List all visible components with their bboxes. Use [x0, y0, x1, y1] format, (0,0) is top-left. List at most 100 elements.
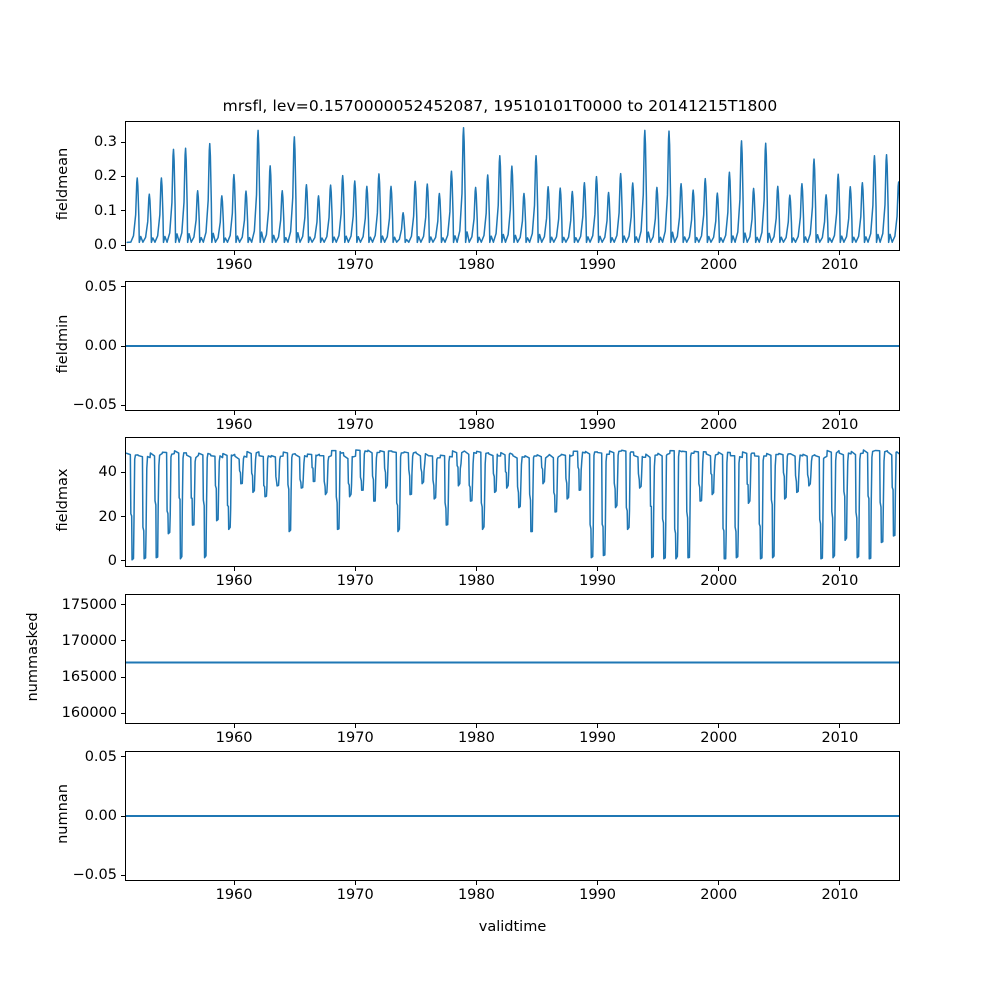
y-tick-mark [121, 244, 125, 246]
y-axis-label-nummasked: nummasked [25, 612, 41, 702]
y-tick-mark [121, 210, 125, 212]
x-tick-label: 1960 [215, 573, 253, 589]
y-tick-label: −0.05 [72, 397, 117, 414]
y-tick-label: 160000 [61, 705, 117, 722]
axes-frame-fieldmax [125, 437, 900, 567]
x-tick-mark [839, 881, 841, 885]
y-tick-label: 20 [98, 508, 117, 525]
x-tick-mark [839, 724, 841, 728]
x-tick-mark [839, 411, 841, 415]
x-tick-label: 1960 [215, 257, 253, 273]
x-tick-label: 1960 [215, 730, 253, 746]
x-tick-label: 2000 [700, 417, 738, 433]
x-tick-mark [475, 251, 477, 255]
y-tick-label: 0.00 [84, 338, 117, 354]
axes-frame-fieldmean [125, 121, 900, 251]
y-tick-mark [121, 404, 125, 406]
axes-frame-numnan [125, 751, 900, 881]
y-tick-label: 0.00 [84, 808, 117, 824]
x-tick-mark [718, 567, 720, 571]
x-tick-label: 1970 [336, 730, 374, 746]
y-tick-mark [121, 676, 125, 678]
x-tick-label: 1990 [579, 730, 616, 746]
axes-frame-nummasked [125, 594, 900, 724]
x-tick-label: 1990 [579, 417, 616, 433]
plot-line-fieldmean [126, 122, 899, 250]
x-tick-mark [597, 724, 599, 728]
x-tick-mark [839, 251, 841, 255]
x-tick-mark [354, 411, 356, 415]
y-axis-label-numnan: numnan [55, 784, 71, 844]
x-tick-mark [718, 411, 720, 415]
x-tick-mark [718, 724, 720, 728]
plot-line-nummasked [126, 595, 899, 723]
subplot-numnan: −0.05 0.00 0.05 1960 1970 1980 1990 2000 2010 num… [55, 749, 900, 903]
x-tick-mark [597, 251, 599, 255]
y-tick-mark [121, 286, 125, 288]
y-tick-label: 0.1 [93, 202, 117, 219]
axes-frame-fieldmin [125, 281, 900, 411]
x-tick-mark [475, 567, 477, 571]
x-tick-label: 2010 [821, 730, 859, 746]
x-tick-label: 1970 [336, 573, 374, 589]
x-tick-label: 1960 [215, 417, 253, 433]
x-tick-mark [718, 251, 720, 255]
x-tick-mark [597, 411, 599, 415]
y-tick-label: 0 [107, 552, 117, 569]
y-axis-label-fieldmax: fieldmax [55, 468, 71, 532]
y-tick-mark [121, 560, 125, 562]
x-tick-label: 2010 [821, 887, 859, 903]
y-tick-label: 175000 [61, 596, 117, 613]
x-tick-label: 2010 [821, 573, 859, 589]
x-tick-label: 1990 [579, 257, 616, 273]
x-tick-mark [718, 881, 720, 885]
x-tick-mark [597, 881, 599, 885]
x-tick-label: 1980 [457, 257, 495, 273]
y-tick-mark [121, 815, 125, 817]
subplot-fieldmin: −0.05 0.00 0.05 1960 1970 1980 1990 2000 2010 fie… [55, 279, 900, 433]
x-tick-label: 1980 [457, 573, 495, 589]
figure-title: mrsfl, lev=0.1570000052452087, 19510101T… [222, 97, 778, 115]
x-tick-label: 1980 [457, 417, 495, 433]
x-tick-label: 2010 [821, 417, 859, 433]
x-tick-mark [233, 251, 235, 255]
subplot-nummasked: 160000 165000 170000 175000 1960 1970 1980 1990… [25, 594, 900, 746]
x-tick-mark [233, 411, 235, 415]
x-tick-label: 1980 [457, 730, 495, 746]
plot-line-fieldmin [126, 282, 899, 410]
x-tick-label: 1960 [215, 887, 253, 903]
x-tick-mark [354, 251, 356, 255]
x-tick-mark [233, 724, 235, 728]
x-tick-mark [354, 724, 356, 728]
y-tick-label: 0.2 [93, 168, 117, 185]
x-tick-label: 1970 [336, 417, 374, 433]
x-tick-label: 2000 [700, 887, 738, 903]
y-tick-label: 0.05 [84, 278, 117, 295]
x-tick-mark [475, 411, 477, 415]
y-tick-label: −0.05 [72, 867, 117, 884]
y-tick-label: 170000 [61, 632, 117, 649]
y-tick-label: 0.3 [93, 134, 117, 151]
y-tick-mark [121, 874, 125, 876]
y-axis-label-fieldmin: fieldmin [55, 314, 71, 374]
y-tick-mark [121, 471, 125, 473]
x-tick-label: 1980 [457, 887, 495, 903]
x-tick-label: 2000 [700, 730, 738, 746]
y-tick-mark [121, 516, 125, 518]
x-tick-mark [839, 567, 841, 571]
plot-line-numnan [126, 752, 899, 880]
x-tick-mark [233, 881, 235, 885]
y-tick-label: 165000 [61, 669, 117, 686]
x-tick-label: 1970 [336, 257, 374, 273]
x-tick-label: 1990 [579, 573, 616, 589]
y-tick-mark [121, 345, 125, 347]
x-tick-mark [354, 567, 356, 571]
x-tick-mark [233, 567, 235, 571]
x-tick-mark [354, 881, 356, 885]
x-tick-label: 1970 [336, 887, 374, 903]
y-tick-mark [121, 604, 125, 606]
y-axis-label-fieldmean: fieldmean [55, 147, 71, 221]
x-tick-label: 2000 [700, 257, 738, 273]
subplot-fieldmax: 0 20 40 1960 1970 1980 1990 2000 2010 fieldmax [55, 437, 900, 589]
